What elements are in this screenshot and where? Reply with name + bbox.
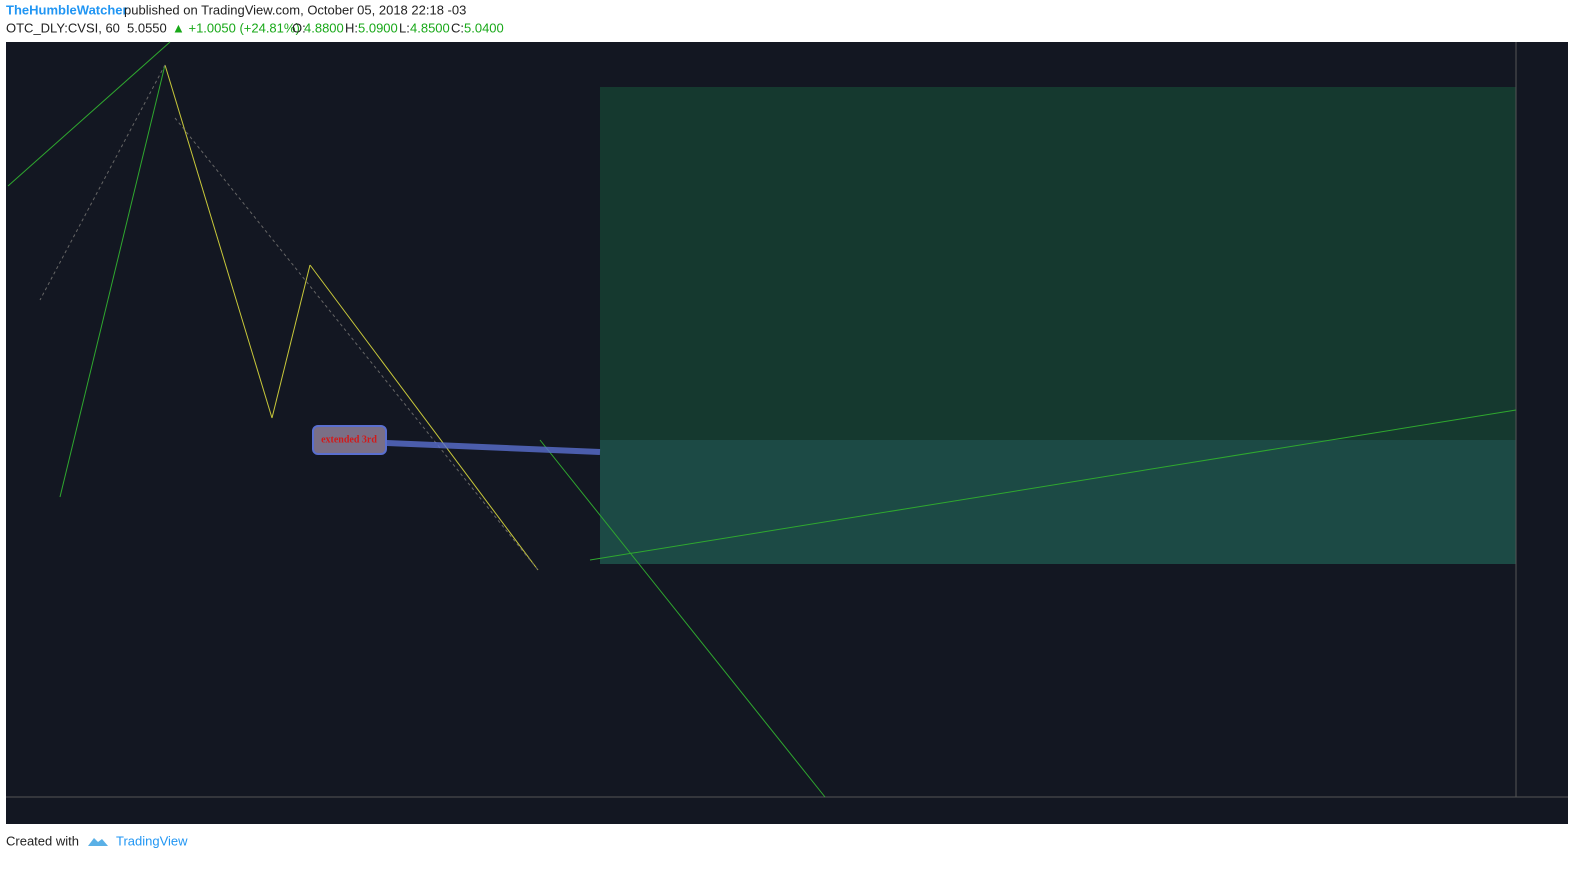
trend-line xyxy=(7,41,171,187)
author[interactable]: TheHumbleWatcher xyxy=(6,2,128,17)
o: 4.8800 xyxy=(304,20,344,35)
created-with: Created with xyxy=(6,833,79,848)
published: published on TradingView.com, October 05… xyxy=(124,2,466,17)
logo xyxy=(88,838,108,846)
symbol: OTC_DLY:CVSI, 60 xyxy=(6,20,120,35)
h-label: H: xyxy=(345,20,358,35)
c-label: C: xyxy=(451,20,464,35)
fib-line xyxy=(174,117,539,571)
h: 5.0900 xyxy=(358,20,398,35)
change: ▲ +1.0050 (+24.81%) xyxy=(172,20,300,35)
wave-line xyxy=(59,64,166,498)
fib-line xyxy=(39,64,166,301)
wave-line xyxy=(164,64,273,419)
trend-line xyxy=(589,409,1517,561)
callout-text: extended 3rd xyxy=(321,434,377,445)
c: 5.0400 xyxy=(464,20,504,35)
trend-line xyxy=(539,439,826,798)
brand[interactable]: TradingView xyxy=(116,833,188,848)
l: 4.8500 xyxy=(410,20,450,35)
target-box-lower xyxy=(600,440,1516,564)
wave-line xyxy=(309,264,539,571)
wave-line xyxy=(271,264,311,419)
o-label: O: xyxy=(292,20,306,35)
target-box-upper xyxy=(600,87,1516,440)
l-label: L: xyxy=(399,20,410,35)
last: 5.0550 xyxy=(127,20,167,35)
callout xyxy=(312,425,387,455)
